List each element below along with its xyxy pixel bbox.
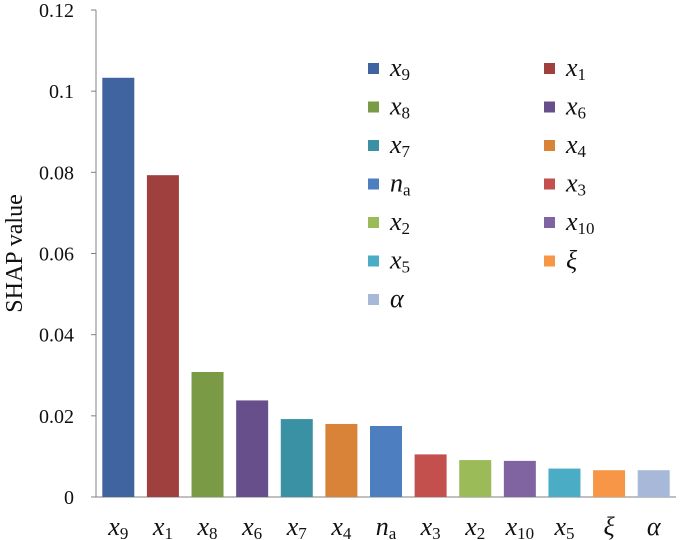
legend-item: x5 xyxy=(368,246,410,277)
legend-item: na xyxy=(368,169,411,200)
legend-label: x2 xyxy=(389,207,410,238)
legend-label: x8 xyxy=(389,92,410,123)
legend-label: x4 xyxy=(565,130,587,161)
y-tick-label: 0.02 xyxy=(39,406,74,428)
legend-swatch xyxy=(544,217,555,228)
legend-item: x8 xyxy=(368,92,410,123)
legend-item: α xyxy=(368,284,405,313)
bar xyxy=(102,77,135,497)
bar xyxy=(236,400,269,497)
legend-label: x9 xyxy=(389,53,410,84)
bar xyxy=(191,372,224,497)
legend-item: x9 xyxy=(368,53,410,84)
x-tick-label: x8 xyxy=(197,512,218,540)
bar xyxy=(370,425,402,497)
y-ticks: 0 0.02 0.04 0.06 0.08 0.1 0.12 xyxy=(39,0,96,509)
bar xyxy=(325,423,358,497)
legend-label: x3 xyxy=(565,169,586,200)
legend-item: x1 xyxy=(544,53,586,84)
legend-swatch xyxy=(368,178,379,190)
x-tick-label: x2 xyxy=(464,512,485,540)
legend-label: na xyxy=(390,169,411,200)
x-tick-label: x10 xyxy=(505,512,535,540)
x-tick-label: α xyxy=(647,512,662,540)
y-tick-label: 0.1 xyxy=(49,81,74,103)
y-axis-label: SHAP value xyxy=(2,194,28,312)
legend-item: x6 xyxy=(544,92,586,123)
bar xyxy=(503,460,536,497)
legend-item: x3 xyxy=(544,169,586,200)
legend-label: x1 xyxy=(565,53,586,84)
x-tick-label: x3 xyxy=(420,512,441,540)
axes: 0 0.02 0.04 0.06 0.08 0.1 0.12 xyxy=(39,0,676,509)
legend-label: x5 xyxy=(389,246,410,277)
legend-swatch xyxy=(544,255,555,267)
legend-label: x10 xyxy=(565,207,595,238)
bars xyxy=(102,77,670,497)
legend-swatch xyxy=(544,101,555,113)
y-tick-label: 0.08 xyxy=(39,162,74,184)
bar xyxy=(459,460,492,497)
legend-swatch xyxy=(368,217,379,228)
x-tick-label: na xyxy=(376,512,397,540)
legend-swatch xyxy=(368,63,379,74)
bar xyxy=(414,454,447,497)
y-tick-label: 0 xyxy=(64,487,74,509)
legend-item: x10 xyxy=(544,207,595,238)
legend-swatch xyxy=(368,294,379,305)
x-tick-label: x4 xyxy=(330,512,352,540)
x-tick-label: x9 xyxy=(107,512,128,540)
legend-swatch xyxy=(544,140,555,151)
y-tick-label: 0.04 xyxy=(39,325,74,347)
x-tick-label: ξ xyxy=(604,512,616,540)
x-tick-label: x6 xyxy=(241,512,262,540)
legend-swatch xyxy=(544,63,555,74)
category-labels: x9 x1 x8 x6 x7 x4 na x3 x2 x10 x5 ξ α xyxy=(107,512,662,540)
legend-swatch xyxy=(368,255,379,267)
legend-label: ξ xyxy=(566,246,578,275)
legend-item: ξ xyxy=(544,246,578,275)
legend: x9 x1 x8 x6 x7 x4 na x3 x2 x10 x5 ξ α xyxy=(368,53,595,313)
legend-item: x2 xyxy=(368,207,410,238)
x-tick-label: x1 xyxy=(152,512,173,540)
legend-label: x6 xyxy=(565,92,586,123)
legend-label: x7 xyxy=(389,130,411,161)
legend-item: x7 xyxy=(368,130,411,161)
bar xyxy=(548,468,581,497)
legend-swatch xyxy=(368,140,379,151)
bar xyxy=(593,470,626,497)
y-tick-label: 0.12 xyxy=(39,0,74,22)
bar xyxy=(146,175,179,497)
legend-swatch xyxy=(544,178,555,190)
y-tick-label: 0.06 xyxy=(39,244,74,266)
legend-swatch xyxy=(368,101,379,113)
x-tick-label: x7 xyxy=(286,512,308,540)
legend-label: α xyxy=(390,284,405,313)
bar xyxy=(637,470,670,497)
x-tick-label: x5 xyxy=(553,512,574,540)
legend-item: x4 xyxy=(544,130,587,161)
bar xyxy=(280,419,313,497)
